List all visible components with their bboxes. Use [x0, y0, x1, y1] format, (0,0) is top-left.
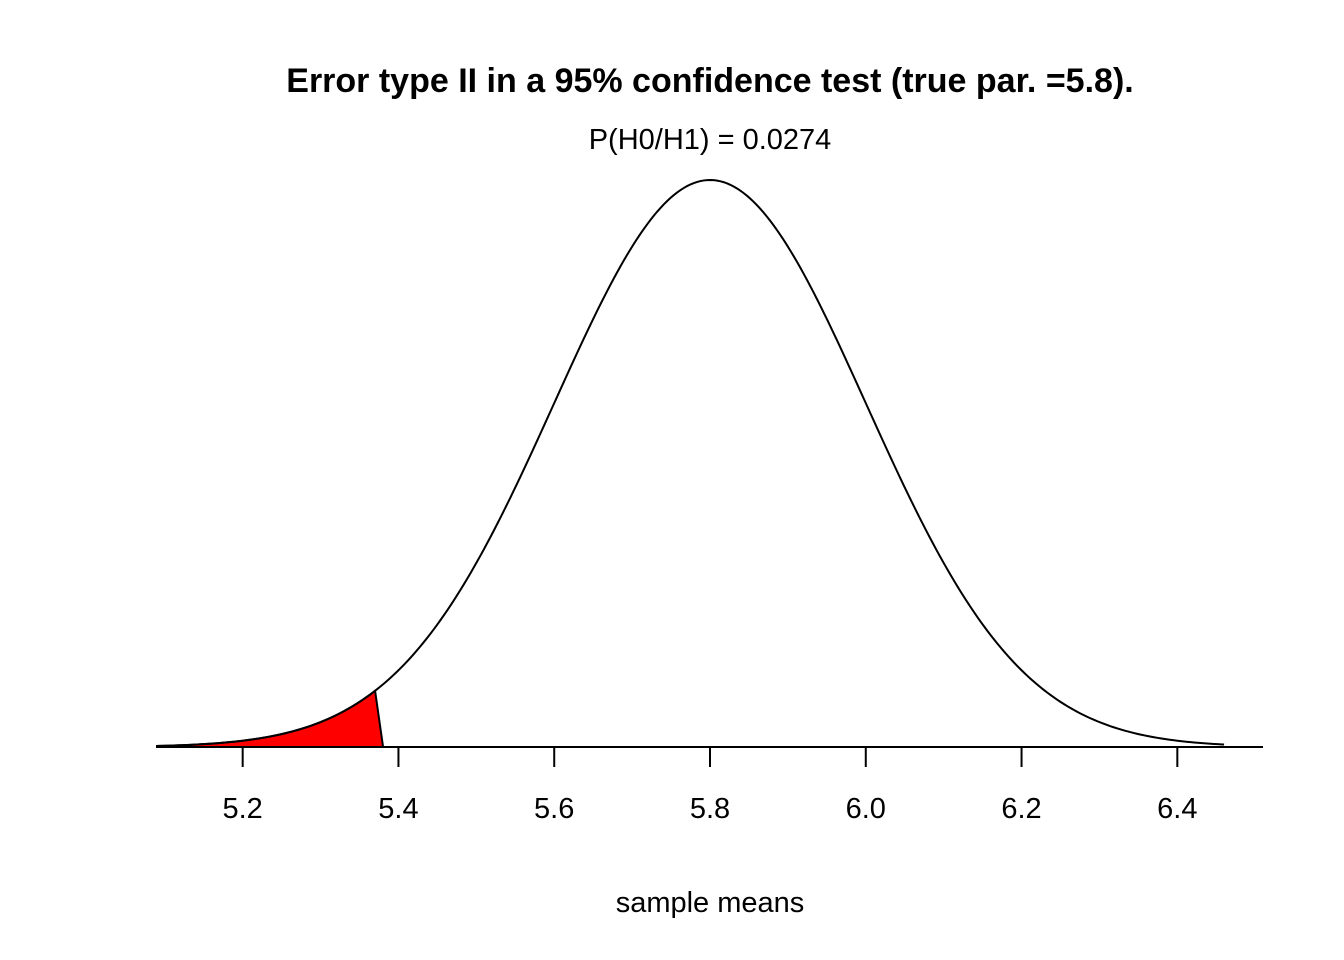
x-axis-ticks: 5.2 5.4 5.6 5.8 6.0 6.2 6.4 — [223, 747, 1197, 825]
x-tick-label: 6.4 — [1157, 793, 1197, 825]
plot-area — [156, 178, 1225, 748]
chart-subtitle: P(H0/H1) = 0.0274 — [589, 124, 832, 156]
x-tick-label: 6.2 — [1001, 793, 1041, 825]
x-axis-title: sample means — [616, 887, 805, 919]
x-tick-label: 5.8 — [690, 793, 730, 825]
chart-title: Error type II in a 95% confidence test (… — [286, 62, 1133, 100]
x-tick-label: 5.2 — [223, 793, 263, 825]
x-tick-label: 5.6 — [534, 793, 574, 825]
density-curve — [156, 178, 1225, 747]
x-tick-label: 6.0 — [846, 793, 886, 825]
x-tick-label: 5.4 — [378, 793, 418, 825]
